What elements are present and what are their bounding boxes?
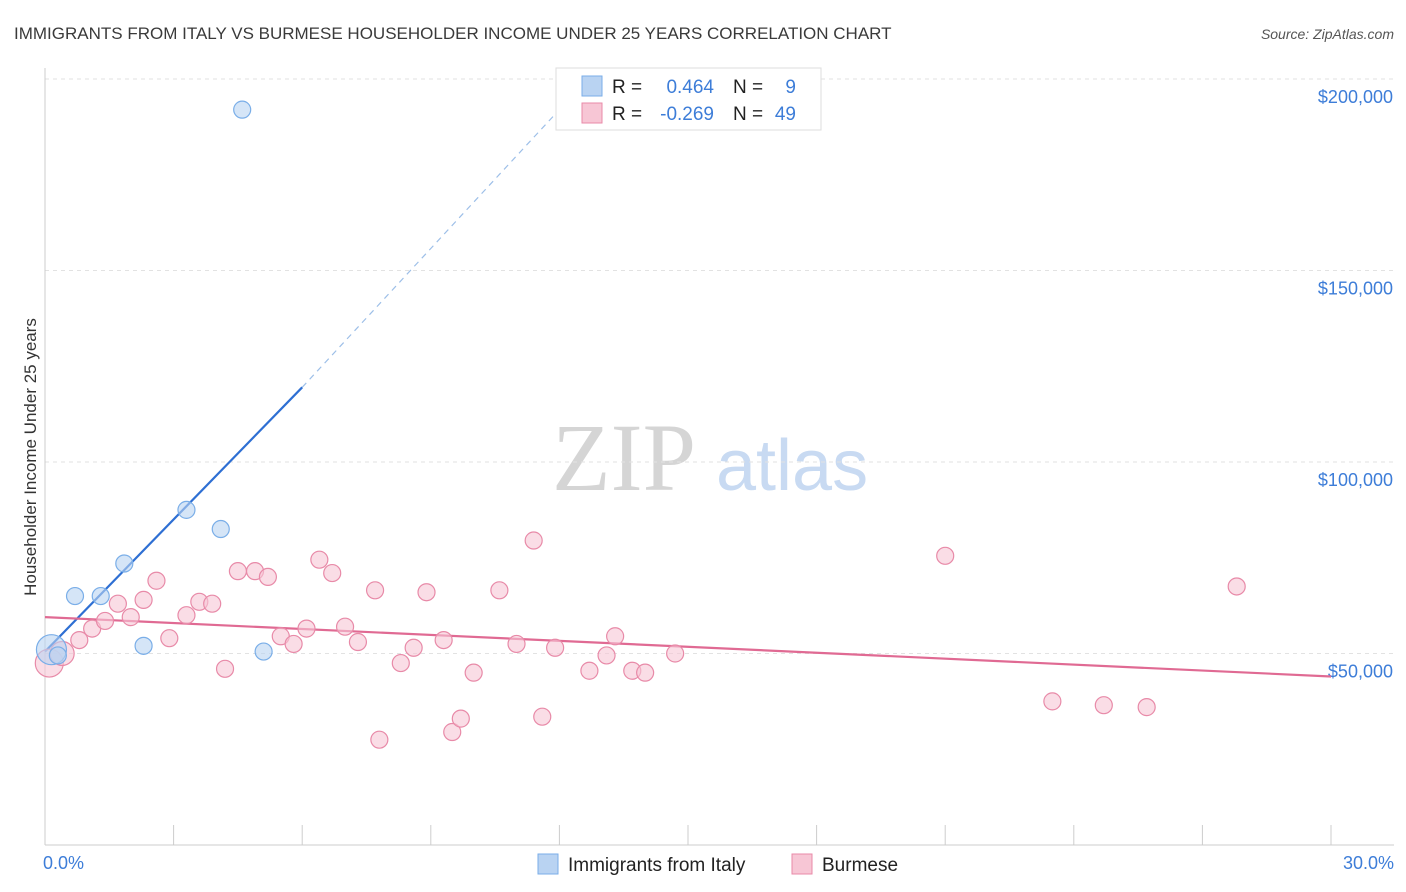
legend-r-label-italy: R = [612,77,642,98]
trend-line-burmese [44,616,1332,678]
legend-n-label-burmese: N = [733,104,763,125]
bottom-legend-swatch-burmese [791,853,813,875]
point-burmese-2 [70,630,89,650]
trend-line-italy-extension [301,109,560,388]
point-italy-4 [115,554,134,573]
point-burmese-35 [524,531,543,550]
point-burmese-10 [177,606,196,625]
watermark: ZIP atlas [552,404,868,511]
point-burmese-9 [160,629,179,648]
legend-swatch-italy [581,75,603,97]
y-tick-labels: $50,000 $100,000 $150,000 $200,000 [1318,87,1393,682]
chart-title: IMMIGRANTS FROM ITALY VS BURMESE HOUSEHO… [14,24,892,43]
point-burmese-26 [391,653,410,673]
bottom-legend: Immigrants from Italy Burmese [537,853,898,876]
point-burmese-38 [580,661,599,680]
legend-n-label-italy: N = [733,77,763,98]
point-italy-7 [211,519,230,539]
point-italy-8 [233,100,252,119]
x-tick-labels: 0.0% 30.0% [43,853,1394,873]
legend-box: R = 0.464 N = 9 R = -0.269 N = 49 [555,67,822,131]
point-burmese-12 [203,594,222,613]
legend-r-value-burmese: -0.269 [660,104,714,125]
point-burmese-18 [284,634,303,654]
trend-lines [44,109,1332,678]
point-burmese-19 [297,619,316,638]
point-burmese-40 [606,627,625,646]
point-burmese-22 [335,617,355,636]
point-burmese-24 [365,581,385,600]
point-burmese-20 [310,550,329,569]
point-burmese-46 [1094,696,1113,715]
point-burmese-36 [533,707,552,726]
point-burmese-44 [936,546,955,565]
point-burmese-14 [228,562,247,581]
trend-line-italy [44,386,303,653]
legend-n-value-burmese: 49 [775,104,796,125]
watermark-atlas: atlas [716,426,868,506]
point-burmese-16 [258,567,278,587]
point-burmese-37 [546,638,565,657]
axes [44,68,1394,846]
y-axis-label: Householder Income Under 25 years [21,318,40,596]
point-burmese-4 [95,611,115,631]
point-burmese-48 [1227,577,1246,596]
point-burmese-39 [597,646,616,665]
point-burmese-23 [348,632,368,652]
point-burmese-42 [636,663,655,682]
point-italy-6 [177,500,196,519]
legend-r-value-italy: 0.464 [666,77,714,98]
data-points [34,100,1246,749]
point-burmese-6 [121,608,140,627]
point-burmese-47 [1137,698,1156,717]
point-burmese-8 [147,571,166,590]
point-burmese-30 [443,722,462,742]
point-burmese-33 [490,581,509,600]
chart-source: Source: ZipAtlas.com [1261,26,1394,42]
point-burmese-28 [417,583,436,602]
bottom-legend-label-italy: Immigrants from Italy [568,855,746,876]
point-italy-9 [254,642,273,661]
y-tick-label-2: $150,000 [1318,279,1393,299]
legend-swatch-burmese [581,102,603,124]
point-burmese-34 [507,634,526,654]
point-italy-2 [65,586,85,606]
point-burmese-27 [404,638,423,657]
point-burmese-29 [434,630,453,650]
x-tick-label-1: 30.0% [1343,853,1394,873]
point-italy-5 [134,636,153,655]
point-burmese-21 [323,563,342,583]
point-burmese-13 [215,659,235,678]
point-burmese-7 [134,590,153,609]
legend-r-label-burmese: R = [612,104,642,125]
bottom-legend-label-burmese: Burmese [822,855,898,876]
point-burmese-31 [451,709,470,728]
y-tick-label-1: $100,000 [1318,470,1393,490]
point-burmese-43 [666,644,685,663]
point-burmese-45 [1043,692,1062,711]
bottom-legend-swatch-italy [537,853,559,875]
watermark-zip: ZIP [552,404,696,511]
legend-n-value-italy: 9 [785,77,796,98]
y-tick-label-3: $200,000 [1318,87,1393,107]
x-tick-label-0: 0.0% [43,853,84,873]
point-italy-1 [48,646,67,665]
point-burmese-32 [464,663,483,682]
point-burmese-5 [108,594,127,613]
point-italy-3 [91,586,110,606]
y-tick-label-0: $50,000 [1328,662,1393,682]
point-burmese-25 [370,730,389,749]
